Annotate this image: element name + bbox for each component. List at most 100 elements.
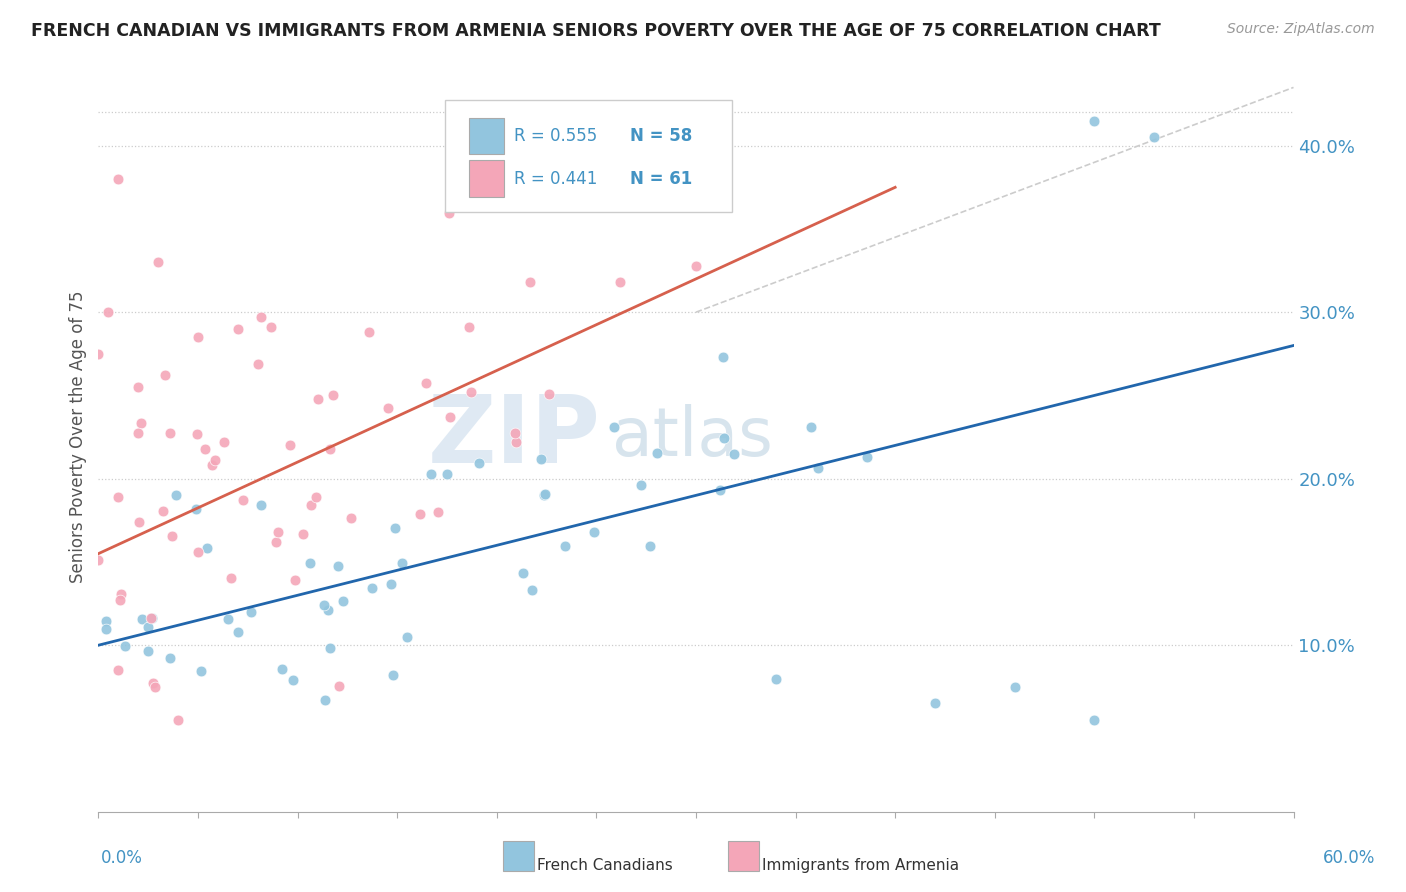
Point [107, 663, 129, 677]
Point [554, 539, 576, 553]
Point [299, 498, 322, 512]
Point [278, 438, 301, 452]
Point [377, 401, 399, 416]
Point [127, 380, 149, 394]
Point [630, 478, 652, 492]
Point [232, 492, 254, 507]
Point [439, 409, 461, 424]
Point [247, 357, 270, 371]
Point [143, 680, 166, 694]
Point [924, 697, 946, 711]
Point [94, 622, 117, 636]
Point [415, 376, 437, 390]
Point [807, 461, 830, 475]
Point [260, 319, 283, 334]
Point [723, 447, 745, 461]
Point [190, 664, 212, 678]
Text: N = 61: N = 61 [630, 169, 693, 187]
FancyBboxPatch shape [470, 118, 503, 154]
Point [217, 611, 239, 625]
Point [380, 577, 402, 591]
Text: 60.0%: 60.0% [1323, 849, 1375, 867]
Point [1143, 130, 1166, 145]
Point [127, 425, 149, 440]
Point [519, 275, 541, 289]
Y-axis label: Seniors Poverty Over the Age of 75: Seniors Poverty Over the Age of 75 [69, 291, 87, 583]
Point [319, 442, 342, 457]
Point [284, 573, 307, 587]
Point [645, 446, 668, 460]
Point [97, 305, 120, 319]
Point [467, 456, 489, 470]
Point [800, 420, 823, 434]
Point [299, 556, 322, 570]
Point [384, 521, 406, 535]
Point [131, 611, 153, 625]
Point [328, 679, 350, 693]
Point [503, 426, 526, 441]
Point [314, 598, 336, 612]
Point [391, 556, 413, 570]
FancyBboxPatch shape [470, 161, 503, 197]
Point [142, 676, 165, 690]
Point [281, 673, 304, 687]
Point [419, 467, 441, 482]
Point [187, 330, 209, 344]
Point [711, 350, 734, 364]
Point [136, 644, 159, 658]
Point [152, 504, 174, 518]
Point [381, 668, 404, 682]
Point [165, 488, 187, 502]
Point [270, 662, 292, 676]
Point [219, 571, 242, 585]
Point [194, 442, 217, 456]
Text: Immigrants from Armenia: Immigrants from Armenia [762, 858, 959, 873]
Point [713, 431, 735, 445]
Point [530, 451, 553, 466]
Point [409, 507, 432, 521]
Point [316, 603, 339, 617]
Point [603, 419, 626, 434]
Point [307, 392, 329, 407]
Point [533, 488, 555, 502]
Point [856, 450, 879, 464]
Text: ZIP: ZIP [427, 391, 600, 483]
Point [322, 387, 344, 401]
Point [534, 487, 557, 501]
Point [1083, 713, 1105, 727]
Point [1004, 680, 1026, 694]
Point [240, 606, 263, 620]
Point [187, 545, 209, 559]
Point [436, 467, 458, 481]
Point [184, 502, 207, 516]
Point [155, 368, 177, 383]
Point [291, 526, 314, 541]
Point [87, 553, 110, 567]
Point [87, 347, 110, 361]
Point [328, 558, 350, 573]
Point [204, 453, 226, 467]
Point [582, 525, 605, 540]
Point [160, 529, 183, 543]
Text: French Canadians: French Canadians [537, 858, 673, 873]
Point [226, 322, 249, 336]
Point [314, 692, 336, 706]
Point [267, 524, 290, 539]
Point [214, 435, 236, 450]
Point [709, 483, 731, 497]
Point [110, 586, 132, 600]
Point [357, 325, 380, 339]
Point [136, 620, 159, 634]
Point [159, 426, 181, 441]
Point [250, 310, 273, 325]
Text: atlas: atlas [613, 404, 773, 470]
Point [609, 276, 631, 290]
Point [458, 319, 481, 334]
Point [426, 505, 449, 519]
Point [395, 630, 418, 644]
Point [460, 384, 482, 399]
Point [195, 541, 218, 556]
Point [141, 611, 163, 625]
Point [765, 672, 787, 686]
Point [685, 260, 707, 274]
